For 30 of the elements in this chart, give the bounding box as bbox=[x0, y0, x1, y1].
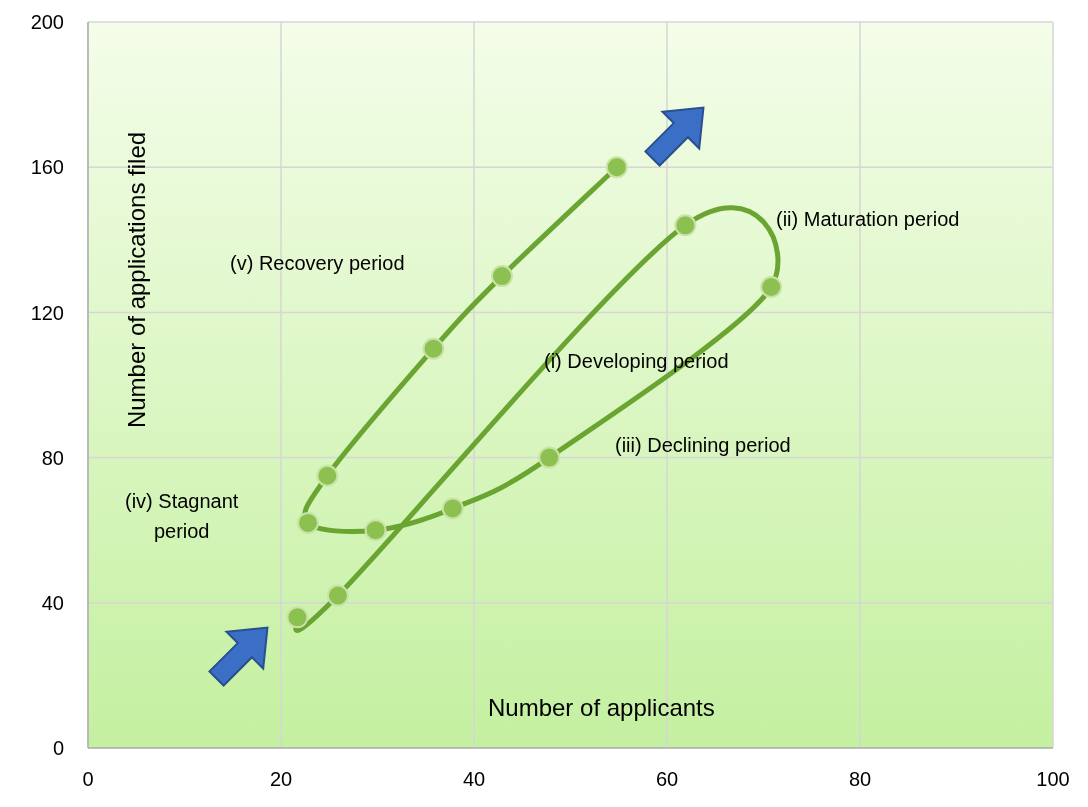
point bbox=[674, 214, 697, 237]
y-axis-title: Number of applications filed bbox=[123, 131, 151, 429]
y-tick-label: 0 bbox=[52, 737, 64, 760]
point bbox=[441, 497, 464, 520]
point bbox=[326, 584, 349, 607]
x-tick-label: 20 bbox=[269, 768, 293, 791]
point bbox=[297, 511, 320, 534]
annotation: (v) Recovery period bbox=[230, 251, 405, 276]
x-tick-label: 80 bbox=[848, 768, 872, 791]
annotation: (iv) Stagnant period bbox=[125, 489, 239, 544]
y-tick-label: 40 bbox=[41, 591, 64, 614]
x-tick-label: 40 bbox=[462, 768, 486, 791]
x-tick-label: 100 bbox=[1036, 768, 1070, 791]
y-tick-label: 200 bbox=[30, 11, 64, 34]
x-tick-label: 60 bbox=[655, 768, 679, 791]
annotation: (ii) Maturation period bbox=[776, 207, 960, 232]
point bbox=[490, 265, 513, 288]
point bbox=[422, 337, 445, 360]
point bbox=[605, 156, 628, 179]
point bbox=[760, 275, 783, 298]
y-tick-label: 120 bbox=[30, 301, 64, 324]
point bbox=[286, 606, 309, 629]
point bbox=[364, 519, 387, 542]
y-tick-label: 160 bbox=[30, 156, 64, 179]
annotation: (iii) Declining period bbox=[615, 433, 791, 458]
x-tick-label: 0 bbox=[82, 768, 94, 791]
y-tick-label: 80 bbox=[41, 446, 64, 469]
x-axis-title: Number of applicants bbox=[488, 694, 715, 722]
point bbox=[316, 464, 339, 487]
point bbox=[538, 446, 561, 469]
